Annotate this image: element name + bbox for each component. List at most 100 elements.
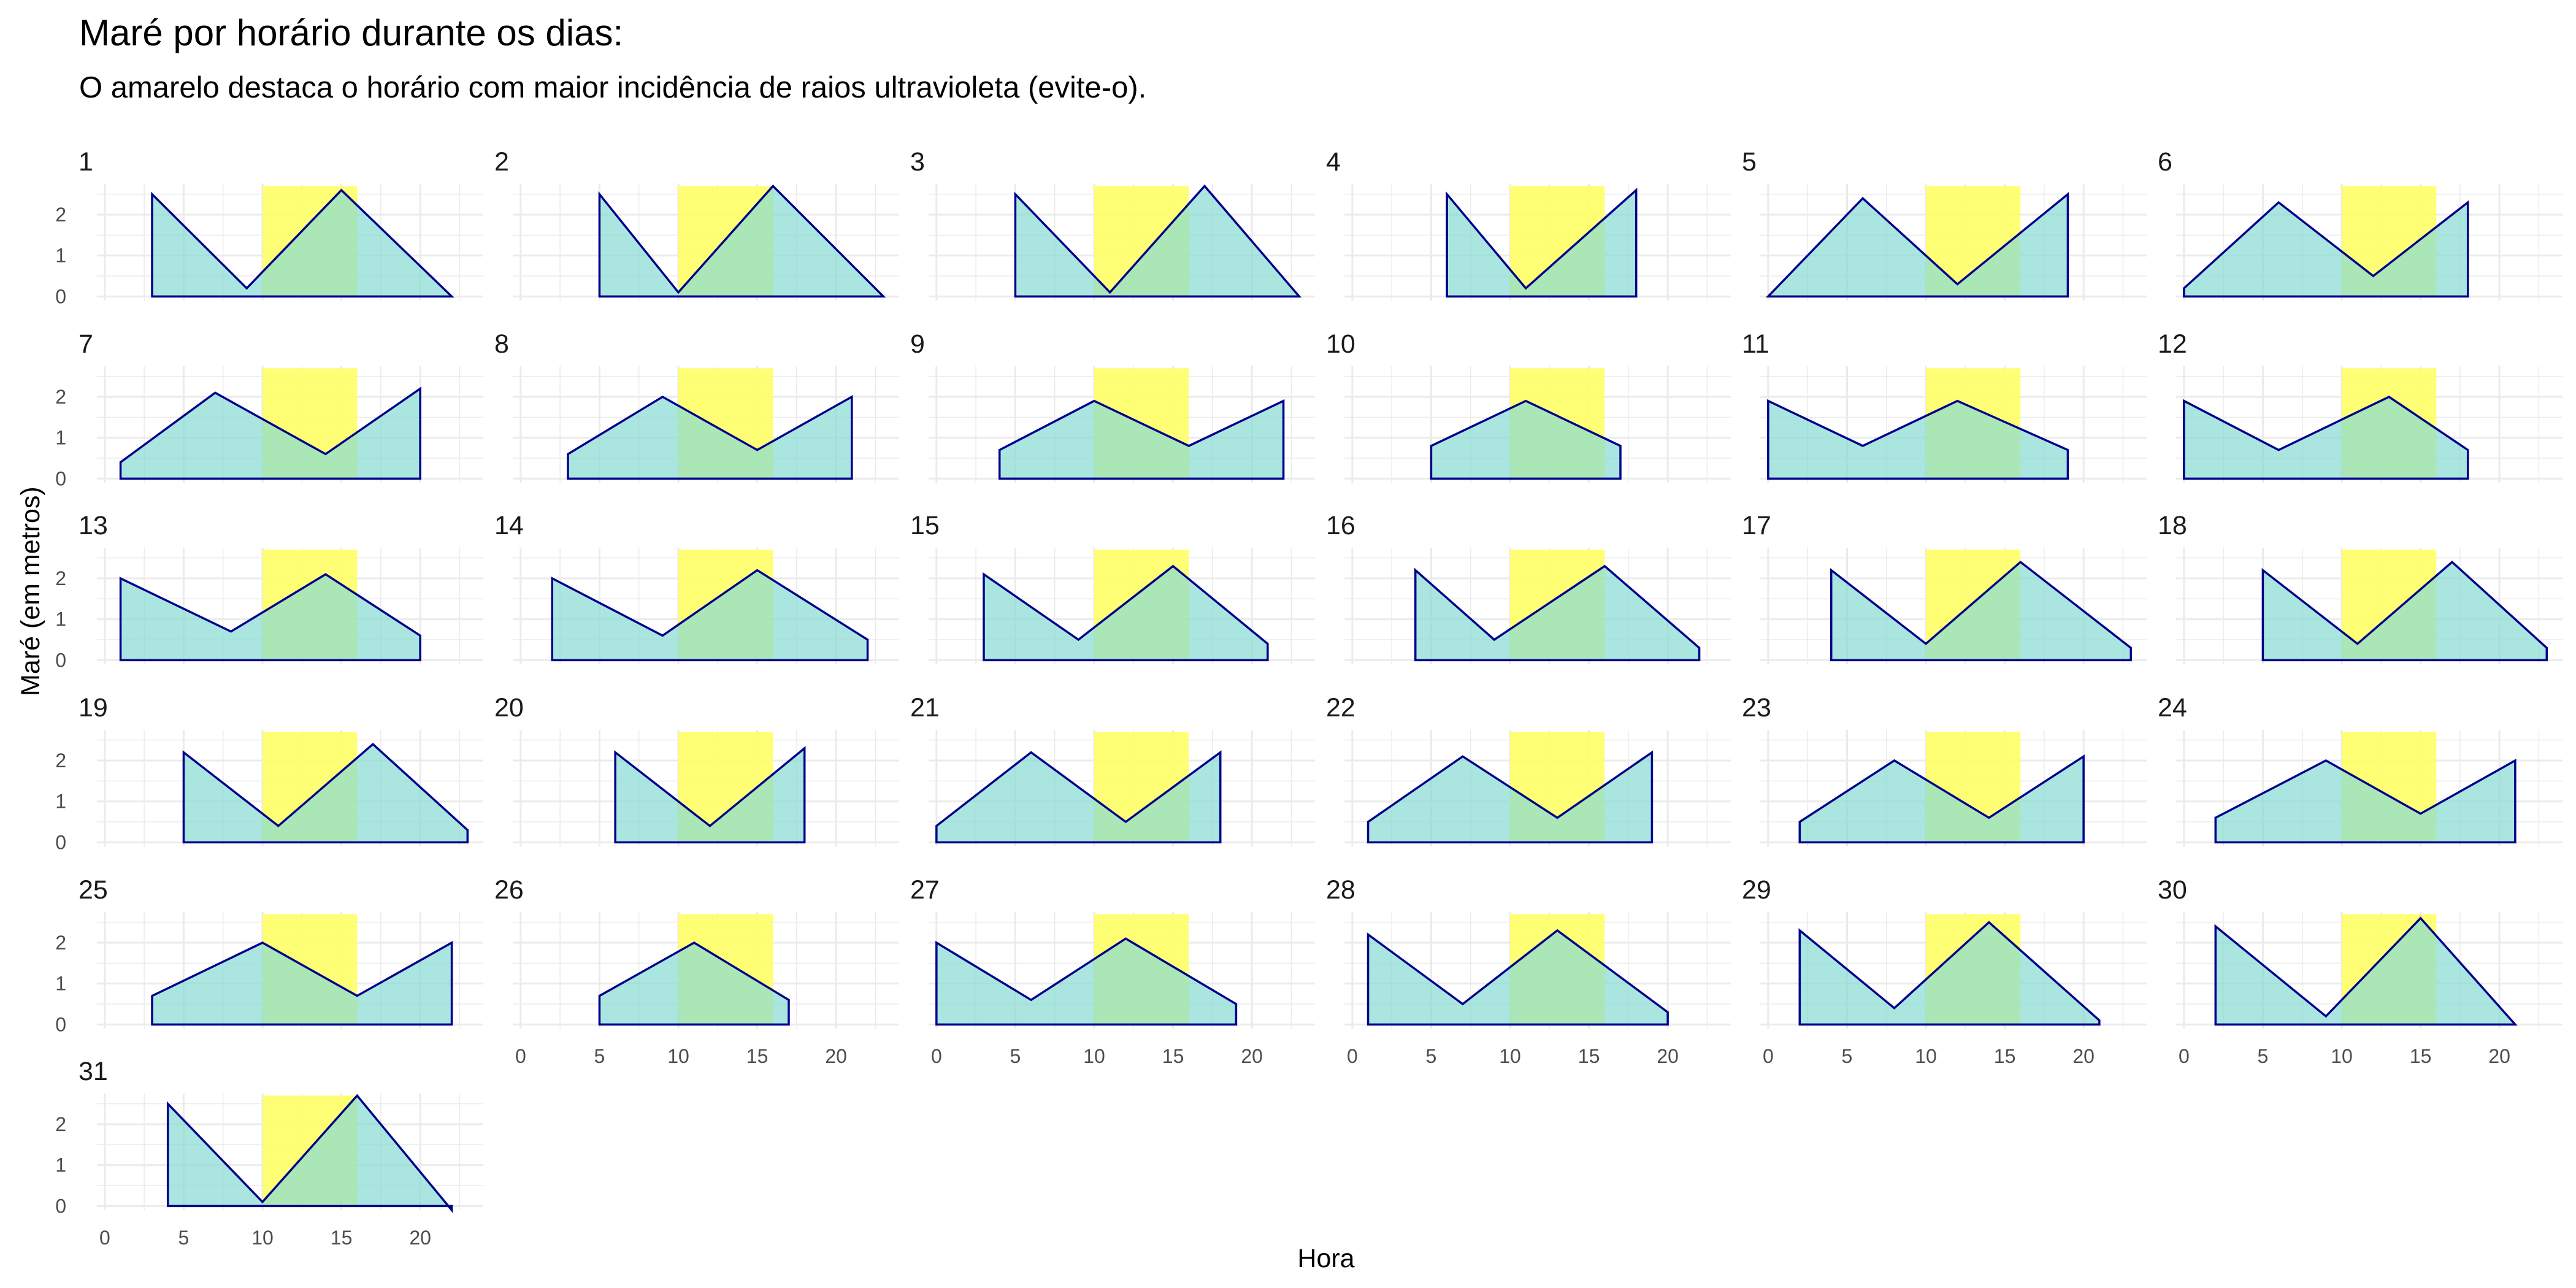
tide-area xyxy=(119,386,421,480)
x-tick-label: 10 xyxy=(2331,1045,2353,1067)
panel-day-5: 5 xyxy=(1742,147,2147,301)
panel-day-15: 15 xyxy=(910,511,1315,664)
tide-area xyxy=(598,941,790,1026)
x-tick-label: 10 xyxy=(251,1227,274,1249)
panel-day-19: 19 0 1 2 xyxy=(55,693,483,853)
y-tick-label: 0 xyxy=(55,649,66,671)
x-tick-label: 10 xyxy=(1499,1045,1521,1067)
x-tick-label: 0 xyxy=(99,1227,110,1249)
panel-label: 19 xyxy=(79,693,108,723)
panel-day-13: 13 0 1 2 xyxy=(55,511,483,671)
panel-label: 30 xyxy=(2158,875,2187,905)
x-tick-label: 20 xyxy=(825,1045,847,1067)
x-tick-label: 20 xyxy=(2488,1045,2510,1067)
panel-label: 10 xyxy=(1326,329,1355,359)
panel-day-14: 14 xyxy=(494,511,899,664)
tide-area xyxy=(1798,754,2085,844)
panel-label: 26 xyxy=(494,875,524,905)
tide-area xyxy=(998,399,1285,480)
panel-day-27: 27 0 5 10 15 20 xyxy=(910,875,1315,1067)
tide-area xyxy=(151,941,453,1026)
x-tick-label: 0 xyxy=(515,1045,526,1067)
tide-area xyxy=(182,742,469,844)
x-tick-label: 5 xyxy=(178,1227,190,1249)
panel-label: 31 xyxy=(79,1057,108,1086)
panel-label: 24 xyxy=(2158,693,2187,723)
panel-day-29: 29 0 5 10 15 20 xyxy=(1742,875,2147,1067)
panel-day-26: 26 0 5 10 15 20 xyxy=(494,875,899,1067)
x-tick-label: 0 xyxy=(2179,1045,2190,1067)
panel-label: 5 xyxy=(1742,147,1757,177)
panel-label: 9 xyxy=(910,329,925,359)
y-tick-label: 2 xyxy=(55,204,66,226)
panel-label: 20 xyxy=(494,693,524,723)
x-tick-label: 5 xyxy=(2258,1045,2269,1067)
tide-area xyxy=(1765,191,2069,298)
panel-day-9: 9 xyxy=(910,329,1315,483)
y-tick-label: 2 xyxy=(55,1113,66,1135)
tide-area xyxy=(2183,395,2469,480)
x-tick-label: 10 xyxy=(1083,1045,1105,1067)
tide-area xyxy=(2214,759,2517,844)
x-tick-label: 5 xyxy=(1010,1045,1021,1067)
panel-day-20: 20 xyxy=(494,693,899,846)
panel-label: 28 xyxy=(1326,875,1355,905)
tide-area xyxy=(1798,921,2101,1026)
tide-area xyxy=(1767,399,2069,480)
x-tick-label: 0 xyxy=(931,1045,942,1067)
x-tick-label: 20 xyxy=(2072,1045,2095,1067)
y-axis-title: Maré (em metros) xyxy=(16,486,45,696)
y-tick-label: 0 xyxy=(55,1013,66,1035)
panel-day-6: 6 xyxy=(2158,147,2563,301)
panel-label: 21 xyxy=(910,693,940,723)
panel-day-23: 23 xyxy=(1742,693,2147,846)
panel-day-1: 1 0 1 2 xyxy=(55,147,483,307)
tide-area xyxy=(2183,200,2469,298)
panel-label: 2 xyxy=(494,147,509,177)
panel-label: 13 xyxy=(79,511,108,540)
panel-label: 6 xyxy=(2158,147,2172,177)
panel-day-10: 10 xyxy=(1326,329,1731,483)
panel-day-7: 7 0 1 2 xyxy=(55,329,483,489)
y-tick-label: 1 xyxy=(55,427,66,449)
panel-day-2: 2 xyxy=(494,147,899,301)
tide-area xyxy=(2214,916,2518,1026)
x-tick-label: 20 xyxy=(409,1227,431,1249)
tide-area xyxy=(983,564,1269,662)
panel-label: 22 xyxy=(1326,693,1355,723)
x-tick-label: 0 xyxy=(1347,1045,1358,1067)
x-tick-label: 20 xyxy=(1657,1045,1679,1067)
x-tick-label: 20 xyxy=(1241,1045,1263,1067)
y-tick-label: 1 xyxy=(55,245,66,267)
y-tick-label: 1 xyxy=(55,791,66,813)
panel-day-11: 11 xyxy=(1742,329,2147,483)
x-tick-label: 5 xyxy=(594,1045,605,1067)
chart-subtitle: O amarelo destaca o horário com maior in… xyxy=(79,71,1147,104)
x-tick-label: 15 xyxy=(331,1227,353,1249)
panel-label: 23 xyxy=(1742,693,1771,723)
y-tick-label: 2 xyxy=(55,386,66,408)
panel-day-28: 28 0 5 10 15 20 xyxy=(1326,875,1731,1067)
panel-day-24: 24 xyxy=(2158,693,2563,846)
panel-day-18: 18 xyxy=(2158,511,2563,664)
tide-area xyxy=(1430,399,1622,480)
panel-label: 16 xyxy=(1326,511,1355,540)
panel-label: 17 xyxy=(1742,511,1771,540)
tide-area xyxy=(1446,188,1638,298)
panel-day-17: 17 xyxy=(1742,511,2147,664)
y-tick-label: 0 xyxy=(55,467,66,489)
y-tick-label: 1 xyxy=(55,1154,66,1176)
panel-day-8: 8 xyxy=(494,329,899,483)
tide-area xyxy=(2261,560,2548,662)
y-tick-label: 1 xyxy=(55,973,66,995)
tide-area xyxy=(1367,929,1669,1026)
panel-label: 1 xyxy=(79,147,93,177)
x-tick-label: 15 xyxy=(1578,1045,1600,1067)
x-tick-label: 10 xyxy=(667,1045,689,1067)
tide-area xyxy=(551,569,869,662)
y-tick-label: 0 xyxy=(55,285,66,307)
x-tick-label: 15 xyxy=(1162,1045,1184,1067)
tide-area xyxy=(1830,561,2133,662)
tide-area xyxy=(1414,564,1701,662)
